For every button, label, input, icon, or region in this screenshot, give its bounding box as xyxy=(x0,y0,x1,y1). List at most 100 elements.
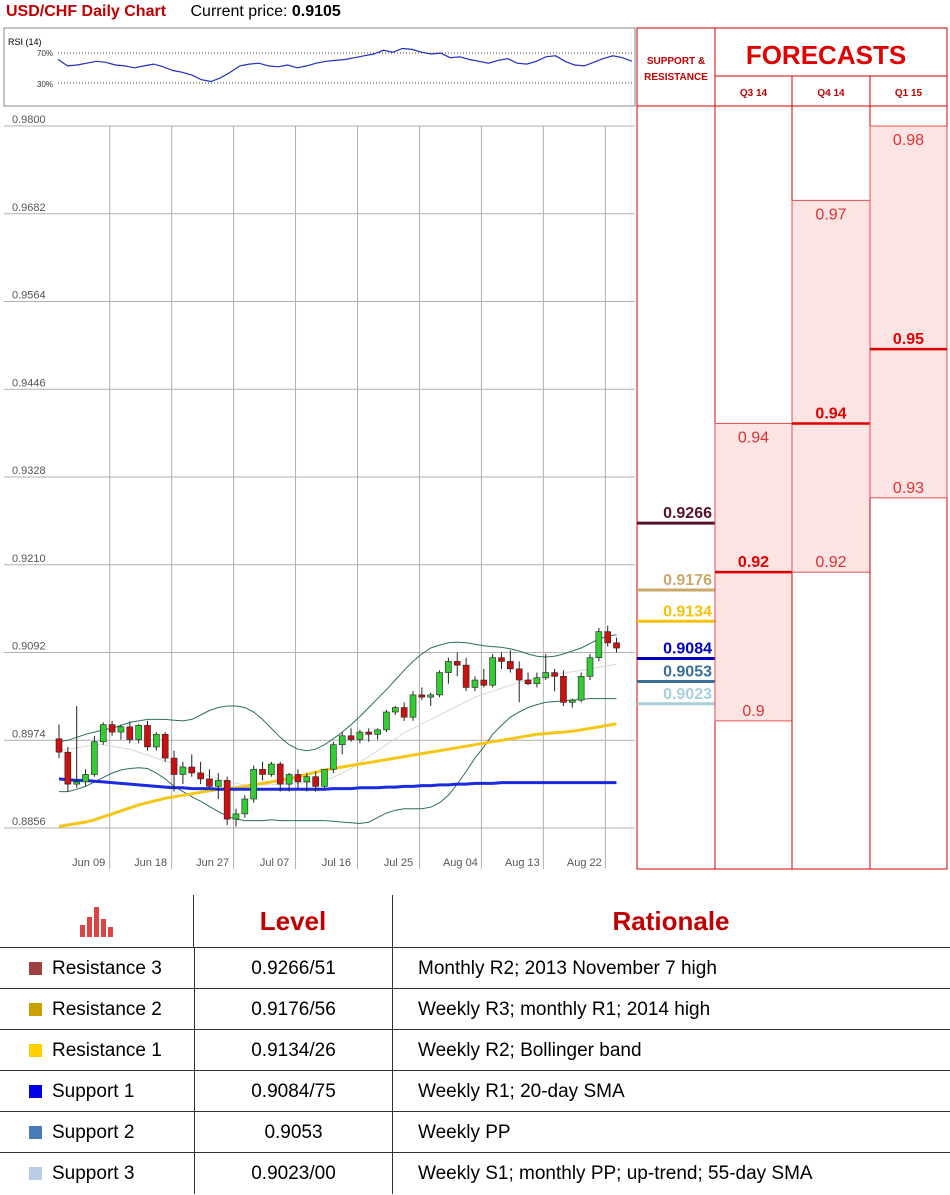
candle-body xyxy=(524,679,532,685)
candle-body xyxy=(489,657,496,686)
candlesticks xyxy=(55,625,620,827)
forecast-column-label: Q3 14 xyxy=(740,88,768,99)
candle-body xyxy=(294,774,302,783)
x-tick-label: Jul 16 xyxy=(322,857,351,869)
y-axis-ticks: 0.9800 0.9682 0.9564 0.9446 0.9328 0.9210 0.90… xyxy=(12,114,46,828)
table-row: Resistance 3 0.9266/51 Monthly R2; 2013 No… xyxy=(0,947,950,989)
candle-body xyxy=(498,657,505,662)
y-tick-label: 0.9328 xyxy=(12,465,46,477)
candle-body xyxy=(533,677,541,685)
row-level: 0.9084/75 xyxy=(194,1071,392,1112)
row-name: Support 1 xyxy=(52,1080,135,1102)
sr-level-label: 0.9134 xyxy=(663,603,712,620)
y-tick-label: 0.9446 xyxy=(12,377,46,389)
bar-chart-icon xyxy=(80,907,113,937)
candle-body xyxy=(303,776,311,783)
row-name: Support 2 xyxy=(52,1121,135,1143)
legend-swatch xyxy=(29,1167,42,1180)
bar-chart-icon-bar-2 xyxy=(87,917,92,937)
candle-body xyxy=(586,657,594,677)
candle-body xyxy=(391,707,399,713)
candle-body xyxy=(400,707,408,718)
rsi-label: RSI (14) xyxy=(8,37,42,47)
candle-body xyxy=(241,798,249,815)
candle-body xyxy=(259,768,266,775)
candle-body xyxy=(117,726,125,733)
candle-body xyxy=(560,675,567,703)
row-name-cell: Resistance 1 xyxy=(0,1030,194,1071)
row-name: Resistance 2 xyxy=(52,998,162,1020)
candle-body xyxy=(347,735,355,740)
bar-chart-icon-bar-5 xyxy=(108,927,113,937)
table-row: Support 2 0.9053 Weekly PP xyxy=(0,1111,950,1153)
candle-body xyxy=(153,734,160,748)
x-tick-label: Aug 04 xyxy=(443,857,478,869)
y-tick-label: 0.9682 xyxy=(12,202,46,214)
row-name-cell: Resistance 2 xyxy=(0,989,194,1030)
candle-body xyxy=(445,661,452,673)
x-tick-label: Aug 22 xyxy=(567,857,602,869)
candle-body xyxy=(356,731,364,740)
forecast-column-label: Q4 14 xyxy=(817,88,845,99)
candle-body xyxy=(144,725,151,748)
y-tick-label: 0.8856 xyxy=(12,816,46,828)
candle-body xyxy=(91,741,98,775)
table-row: Resistance 2 0.9176/56 Weekly R3; monthly … xyxy=(0,988,950,1030)
candle-body xyxy=(568,699,576,703)
candle-body xyxy=(55,738,63,753)
chart-canvas: RSI (14) 70% 30% 0.9800 0.9682 0.9564 0.944… xyxy=(3,27,948,870)
row-level: 0.9266/51 xyxy=(194,948,392,989)
bar-chart-icon-bar-4 xyxy=(101,919,106,937)
sr-header-line2: RESISTANCE xyxy=(644,72,708,83)
forecast-mid-label: 0.92 xyxy=(738,554,769,571)
table-row: Resistance 1 0.9134/26 Weekly R2; Bollinge… xyxy=(0,1029,950,1071)
candle-body xyxy=(312,776,319,787)
row-name: Resistance 3 xyxy=(52,957,162,979)
forecast-high-label: 0.94 xyxy=(738,429,769,446)
current-price-label: Current price: xyxy=(190,3,292,20)
candle-body xyxy=(507,661,514,670)
y-tick-label: 0.9800 xyxy=(12,114,46,126)
candle-body xyxy=(542,672,550,679)
sr-level-label: 0.9053 xyxy=(663,664,712,681)
candle-body xyxy=(99,724,107,743)
horizontal-grid xyxy=(4,125,635,829)
candle-body xyxy=(250,768,257,800)
forecast-low-label: 0.9 xyxy=(742,703,764,720)
candle-body xyxy=(604,631,612,644)
rsi-line xyxy=(57,47,633,83)
forecast-high-label: 0.98 xyxy=(893,132,924,149)
bollinger-middle-line xyxy=(58,663,617,786)
row-name-cell: Support 1 xyxy=(0,1071,194,1112)
chart-title: USD/CHF Daily Chart xyxy=(6,3,167,20)
forecast-high-label: 0.97 xyxy=(815,206,846,223)
forecasts-panel: FORECASTS Q3 14 0.94 0.92 0.9 Q4 14 0.97 0.94 0… xyxy=(714,27,948,870)
current-price-text: Current price: 0.9105 xyxy=(190,3,340,20)
candle-body xyxy=(232,813,240,820)
table-header-rationale: Rationale xyxy=(612,905,730,936)
row-rationale: Weekly PP xyxy=(392,1112,950,1153)
x-tick-label: Jun 18 xyxy=(134,857,167,869)
forecast-low-label: 0.92 xyxy=(815,554,846,571)
bollinger-lower-line xyxy=(59,698,617,825)
candle-body xyxy=(206,778,213,787)
price-chart-area xyxy=(4,111,635,869)
legend-swatch xyxy=(29,1126,42,1139)
candle-body xyxy=(126,726,134,740)
candle-body xyxy=(188,766,196,774)
sr-column-frame xyxy=(636,27,716,870)
rsi-30-label: 30% xyxy=(37,80,53,89)
candle-body xyxy=(409,694,417,718)
table-header: Level Rationale xyxy=(0,895,950,947)
candle-body xyxy=(480,679,488,686)
legend-swatch xyxy=(29,1044,42,1057)
candle-body xyxy=(170,757,178,775)
y-tick-label: 0.9564 xyxy=(12,290,46,302)
table-header-divider-2 xyxy=(392,895,393,947)
candle-body xyxy=(365,731,373,735)
forecast-low-label: 0.93 xyxy=(893,480,924,497)
x-tick-label: Jul 25 xyxy=(384,857,413,869)
row-level: 0.9023/00 xyxy=(194,1153,392,1194)
x-tick-label: Jul 07 xyxy=(260,857,289,869)
sr-level-label: 0.9084 xyxy=(663,640,712,657)
